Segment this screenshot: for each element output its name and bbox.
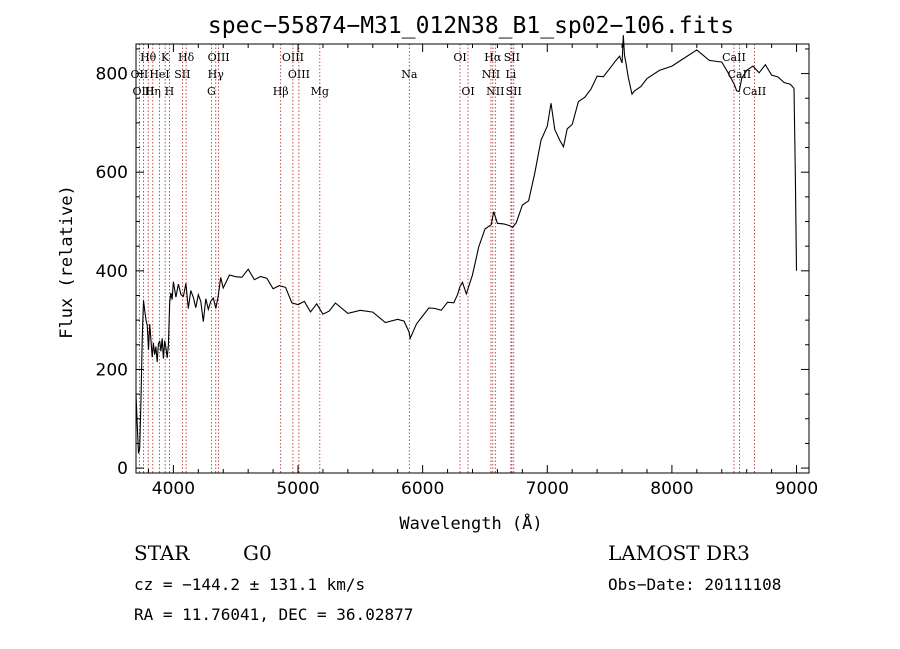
spectral-line-label: OIII	[208, 51, 230, 64]
spectral-line-label: Hη	[145, 85, 161, 98]
ra-dec-coordinates: RA = 11.76041, DEC = 36.02877	[134, 605, 413, 624]
y-tick-label: 200	[96, 360, 128, 380]
spectral-line-label: Hθ	[140, 51, 157, 64]
spectral-line-label: NII	[482, 68, 500, 81]
survey-name: LAMOST DR3	[608, 541, 750, 565]
flux-series-line	[135, 35, 798, 454]
x-axis-label: Wavelength (Å)	[399, 512, 542, 534]
y-tick-label: 0	[117, 459, 128, 479]
spectral-line-label: OII	[131, 68, 149, 81]
spectral-line-markers	[138, 44, 755, 473]
spectral-line-label: OI	[453, 51, 466, 64]
x-axis-ticks: 4000 5000 6000 7000 8000 9000	[147, 44, 818, 499]
spectral-line-label: CaII	[743, 85, 767, 98]
spectral-line-label: Hβ	[273, 85, 289, 98]
x-tick-label: 5000	[276, 479, 319, 499]
spectral-line-label: H	[165, 85, 175, 98]
x-tick-label: 7000	[526, 479, 569, 499]
y-tick-label: 600	[96, 163, 128, 183]
spectral-line-label: Hα	[484, 51, 502, 64]
spectral-line-label: OIII	[132, 85, 154, 98]
spectral-line-label: G	[207, 85, 216, 98]
spectral-line-label: HeI	[149, 68, 169, 81]
object-subclass: G0	[243, 541, 272, 565]
chart-title: spec−55874−M31_012N38_B1_sp02−106.fits	[208, 13, 734, 39]
y-tick-label: 400	[96, 262, 128, 282]
y-axis-ticks: 0 200 400 600 800	[96, 48, 809, 479]
spectral-line-label: OIII	[288, 68, 310, 81]
x-tick-label: 6000	[401, 479, 444, 499]
spectral-line-label: CaII	[728, 68, 752, 81]
spectral-line-label: OIII	[282, 51, 304, 64]
spectral-line-label: Hγ	[208, 68, 225, 81]
spectral-line-label: NII	[486, 85, 504, 98]
spectral-line-label: CaII	[722, 51, 746, 64]
y-tick-label: 800	[96, 65, 128, 85]
x-tick-label: 4000	[152, 479, 195, 499]
spectral-line-label: SII	[174, 68, 190, 81]
spectral-line-label: Hδ	[178, 51, 195, 64]
redshift-cz: cz = −144.2 ± 131.1 km/s	[134, 575, 365, 594]
x-tick-label: 9000	[775, 479, 818, 499]
plot-frame	[135, 43, 810, 474]
spectral-line-label: Na	[401, 68, 418, 81]
x-tick-label: 8000	[650, 479, 693, 499]
spectral-line-label: Mg	[311, 85, 329, 98]
observation-date: Obs−Date: 20111108	[608, 575, 781, 594]
spectral-line-label: Li	[505, 68, 516, 81]
object-class: STAR	[134, 541, 190, 565]
y-axis-label: Flux (relative)	[57, 185, 77, 339]
spectral-line-label: K	[161, 51, 170, 64]
spectral-line-label: SII	[504, 51, 520, 64]
spectral-line-label: SII	[506, 85, 522, 98]
spectral-line-label: OI	[461, 85, 474, 98]
